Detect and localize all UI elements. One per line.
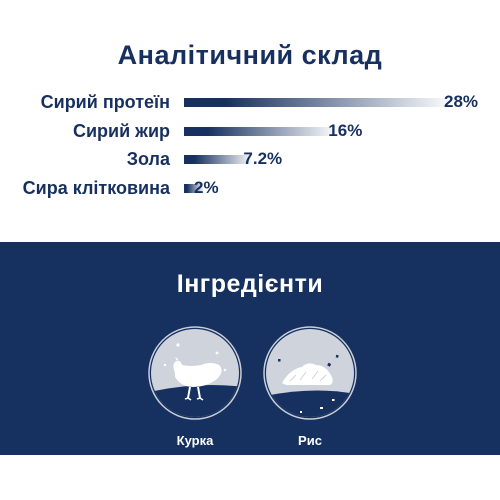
analysis-bar xyxy=(184,184,204,193)
analysis-value: 28% xyxy=(444,92,479,111)
analysis-label: Сирий жир xyxy=(72,121,170,141)
ingredient-rice: Рис xyxy=(260,325,360,455)
analysis-row-protein: Сирий протеїн 28% xyxy=(0,91,500,113)
analysis-label: Сирий протеїн xyxy=(40,92,170,112)
analysis-row-fat: Сирий жир 16% xyxy=(0,120,500,142)
analysis-row-ash: Зола 7.2% xyxy=(0,148,500,170)
ingredient-chicken: Курка xyxy=(145,325,245,455)
analysis-bar xyxy=(184,98,454,107)
analysis-bar xyxy=(184,155,254,164)
footer-strip xyxy=(0,455,500,500)
ingredients-section xyxy=(0,242,500,455)
analysis-section: Аналітичний склад Сирий протеїн 28% Сири… xyxy=(0,0,500,242)
chicken-icon xyxy=(148,326,242,420)
rice-icon xyxy=(263,326,357,420)
analysis-label: Сира клітковина xyxy=(22,178,170,198)
ingredient-name: Курка xyxy=(176,433,214,448)
analysis-value: 7.2% xyxy=(243,149,283,168)
analysis-label: Зола xyxy=(126,149,170,169)
ingredients-title: Інгредієнти xyxy=(176,270,324,298)
analysis-value: 16% xyxy=(328,121,363,140)
analysis-value: 2% xyxy=(194,178,219,197)
analysis-bar xyxy=(184,127,339,136)
ingredient-name: Рис xyxy=(298,433,322,448)
analysis-row-fibre: Сира клітковина 2% xyxy=(0,177,500,199)
analysis-title: Аналітичний склад xyxy=(117,40,383,70)
